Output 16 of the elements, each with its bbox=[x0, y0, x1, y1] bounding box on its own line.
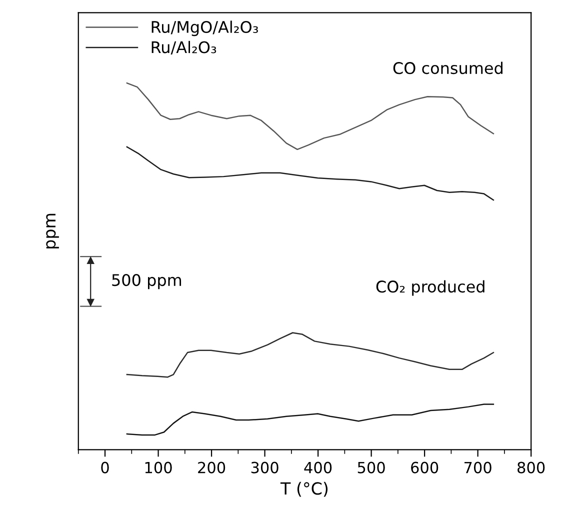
x-tick-label: 200 bbox=[198, 462, 226, 474]
x-axis-title: T (°C) bbox=[280, 482, 328, 497]
legend-label: Ru/Al₂O₃ bbox=[152, 40, 216, 55]
legend-label: Ru/MgO/Al₂O₃ bbox=[152, 20, 258, 36]
x-tick-label: 600 bbox=[411, 462, 438, 474]
x-tick-label: 500 bbox=[358, 462, 385, 474]
x-tick-label: 0 bbox=[101, 462, 109, 474]
x-tick-label: 100 bbox=[145, 462, 172, 474]
annotation: CO₂ produced bbox=[376, 280, 484, 296]
text: CO consumed bbox=[393, 62, 502, 74]
x-tick-label: 300 bbox=[251, 462, 278, 474]
annotation: 500 ppm bbox=[112, 274, 182, 290]
y-axis-title: ppm bbox=[46, 214, 59, 248]
x-tick-label: 400 bbox=[304, 462, 332, 474]
x-tick-label: 800 bbox=[518, 462, 545, 474]
x-tick-label: 700 bbox=[464, 462, 492, 474]
